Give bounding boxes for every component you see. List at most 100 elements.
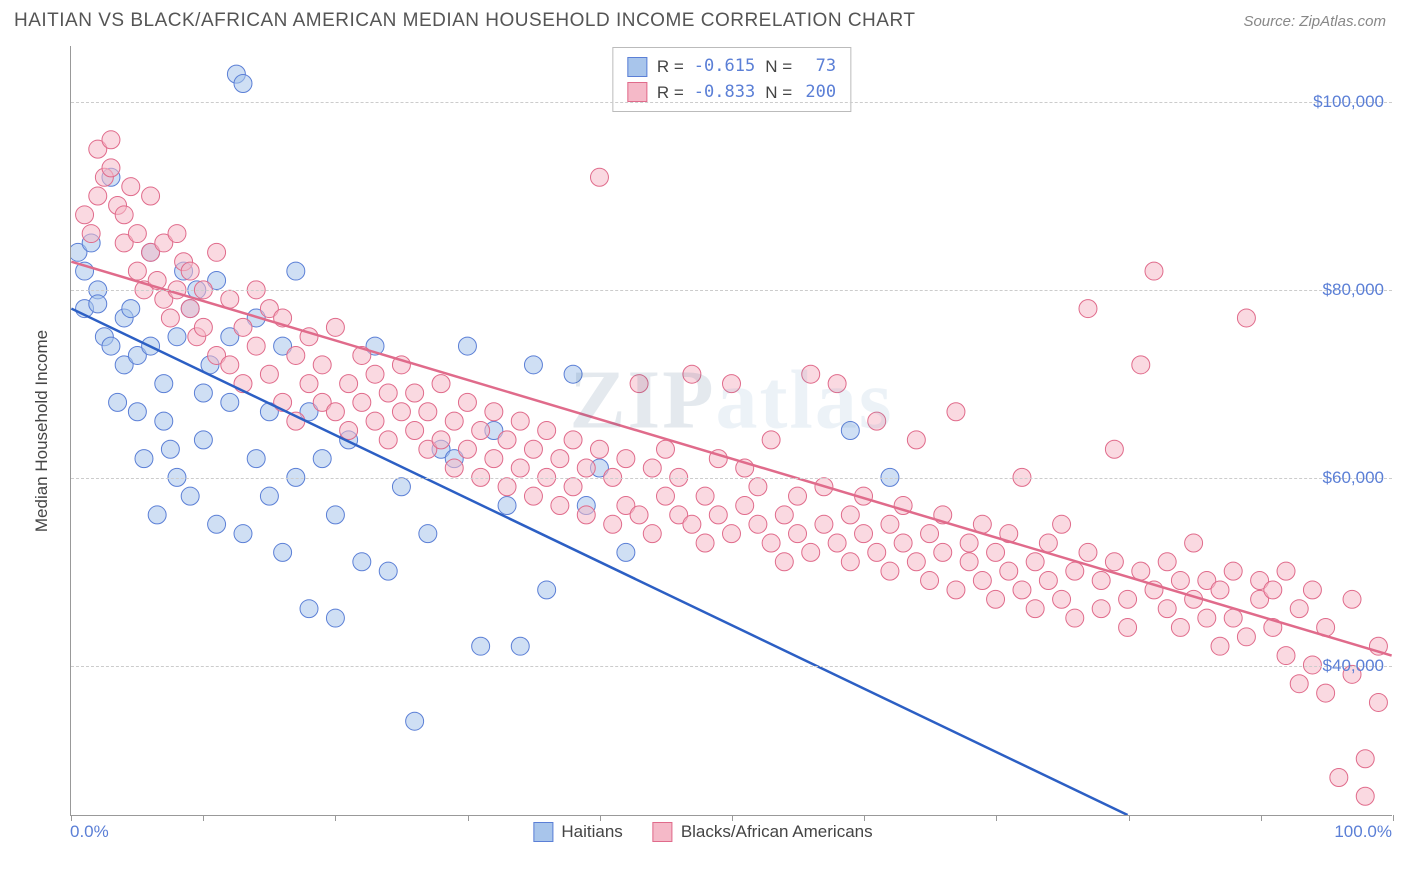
scatter-point (161, 309, 179, 327)
scatter-point (643, 459, 661, 477)
scatter-point (161, 440, 179, 458)
chart-title: HAITIAN VS BLACK/AFRICAN AMERICAN MEDIAN… (14, 10, 915, 32)
scatter-point (1145, 262, 1163, 280)
bottom-swatch-haitians (533, 822, 553, 842)
scatter-point (960, 553, 978, 571)
scatter-point (194, 384, 212, 402)
scatter-point (1092, 572, 1110, 590)
scatter-point (987, 590, 1005, 608)
scatter-point (274, 543, 292, 561)
scatter-point (221, 393, 239, 411)
scatter-point (194, 318, 212, 336)
scatter-point (366, 365, 384, 383)
scatter-point (234, 525, 252, 543)
scatter-point (1066, 609, 1084, 627)
bottom-legend-item-1: Haitians (533, 822, 622, 842)
scatter-point (1224, 562, 1242, 580)
scatter-point (234, 75, 252, 93)
scatter-point (921, 525, 939, 543)
scatter-point (630, 375, 648, 393)
scatter-point (841, 422, 859, 440)
scatter-point (128, 262, 146, 280)
scatter-point (1066, 562, 1084, 580)
bottom-label-haitians: Haitians (561, 822, 622, 842)
scatter-point (1000, 562, 1018, 580)
scatter-point (564, 431, 582, 449)
scatter-point (789, 525, 807, 543)
scatter-point (1211, 581, 1229, 599)
scatter-point (1369, 693, 1387, 711)
scatter-point (102, 131, 120, 149)
legend-row-2: R = -0.833 N = 200 (627, 80, 836, 106)
scatter-point (538, 581, 556, 599)
scatter-point (1290, 600, 1308, 618)
scatter-point (340, 375, 358, 393)
gridline (71, 102, 1392, 103)
scatter-point (89, 187, 107, 205)
legend-n-label-1: N = (765, 54, 792, 80)
scatter-point (313, 356, 331, 374)
scatter-point (524, 487, 542, 505)
scatter-point (723, 375, 741, 393)
scatter-point (828, 534, 846, 552)
scatter-point (881, 515, 899, 533)
scatter-point (208, 243, 226, 261)
bottom-label-baa: Blacks/African Americans (681, 822, 873, 842)
scatter-point (432, 375, 450, 393)
scatter-point (82, 225, 100, 243)
scatter-point (1356, 787, 1374, 805)
scatter-point (524, 440, 542, 458)
chart-container: Median Household Income ZIPatlas R = -0.… (14, 46, 1392, 844)
scatter-point (498, 478, 516, 496)
scatter-point (696, 534, 714, 552)
scatter-point (934, 543, 952, 561)
scatter-point (379, 562, 397, 580)
scatter-point (181, 300, 199, 318)
scatter-point (168, 328, 186, 346)
scatter-point (828, 375, 846, 393)
scatter-point (458, 393, 476, 411)
scatter-point (128, 225, 146, 243)
scatter-point (340, 422, 358, 440)
x-axis-left-label: 0.0% (70, 822, 109, 842)
scatter-point (406, 422, 424, 440)
scatter-point (590, 168, 608, 186)
scatter-point (511, 412, 529, 430)
scatter-point (1224, 609, 1242, 627)
scatter-point (551, 497, 569, 515)
scatter-point (1039, 534, 1057, 552)
scatter-point (300, 375, 318, 393)
scatter-point (907, 553, 925, 571)
gridline (71, 290, 1392, 291)
x-tick (1129, 815, 1130, 821)
scatter-point (960, 534, 978, 552)
scatter-point (987, 543, 1005, 561)
scatter-point (458, 440, 476, 458)
x-tick (996, 815, 997, 821)
scatter-point (109, 393, 127, 411)
scatter-point (102, 159, 120, 177)
scatter-point (234, 318, 252, 336)
scatter-point (630, 506, 648, 524)
scatter-point (538, 422, 556, 440)
scatter-point (1119, 590, 1137, 608)
scatter-point (485, 403, 503, 421)
scatter-point (524, 356, 542, 374)
scatter-point (326, 609, 344, 627)
scatter-point (1277, 647, 1295, 665)
scatter-point (194, 431, 212, 449)
scatter-point (445, 412, 463, 430)
scatter-point (247, 337, 265, 355)
scatter-point (1079, 300, 1097, 318)
scatter-point (947, 403, 965, 421)
scatter-point (1039, 572, 1057, 590)
x-tick (864, 815, 865, 821)
x-tick (335, 815, 336, 821)
scatter-point (419, 525, 437, 543)
legend-row-1: R = -0.615 N = 73 (627, 54, 836, 80)
x-tick (1261, 815, 1262, 821)
scatter-point (1105, 553, 1123, 571)
scatter-point (313, 450, 331, 468)
scatter-point (287, 262, 305, 280)
scatter-point (855, 525, 873, 543)
